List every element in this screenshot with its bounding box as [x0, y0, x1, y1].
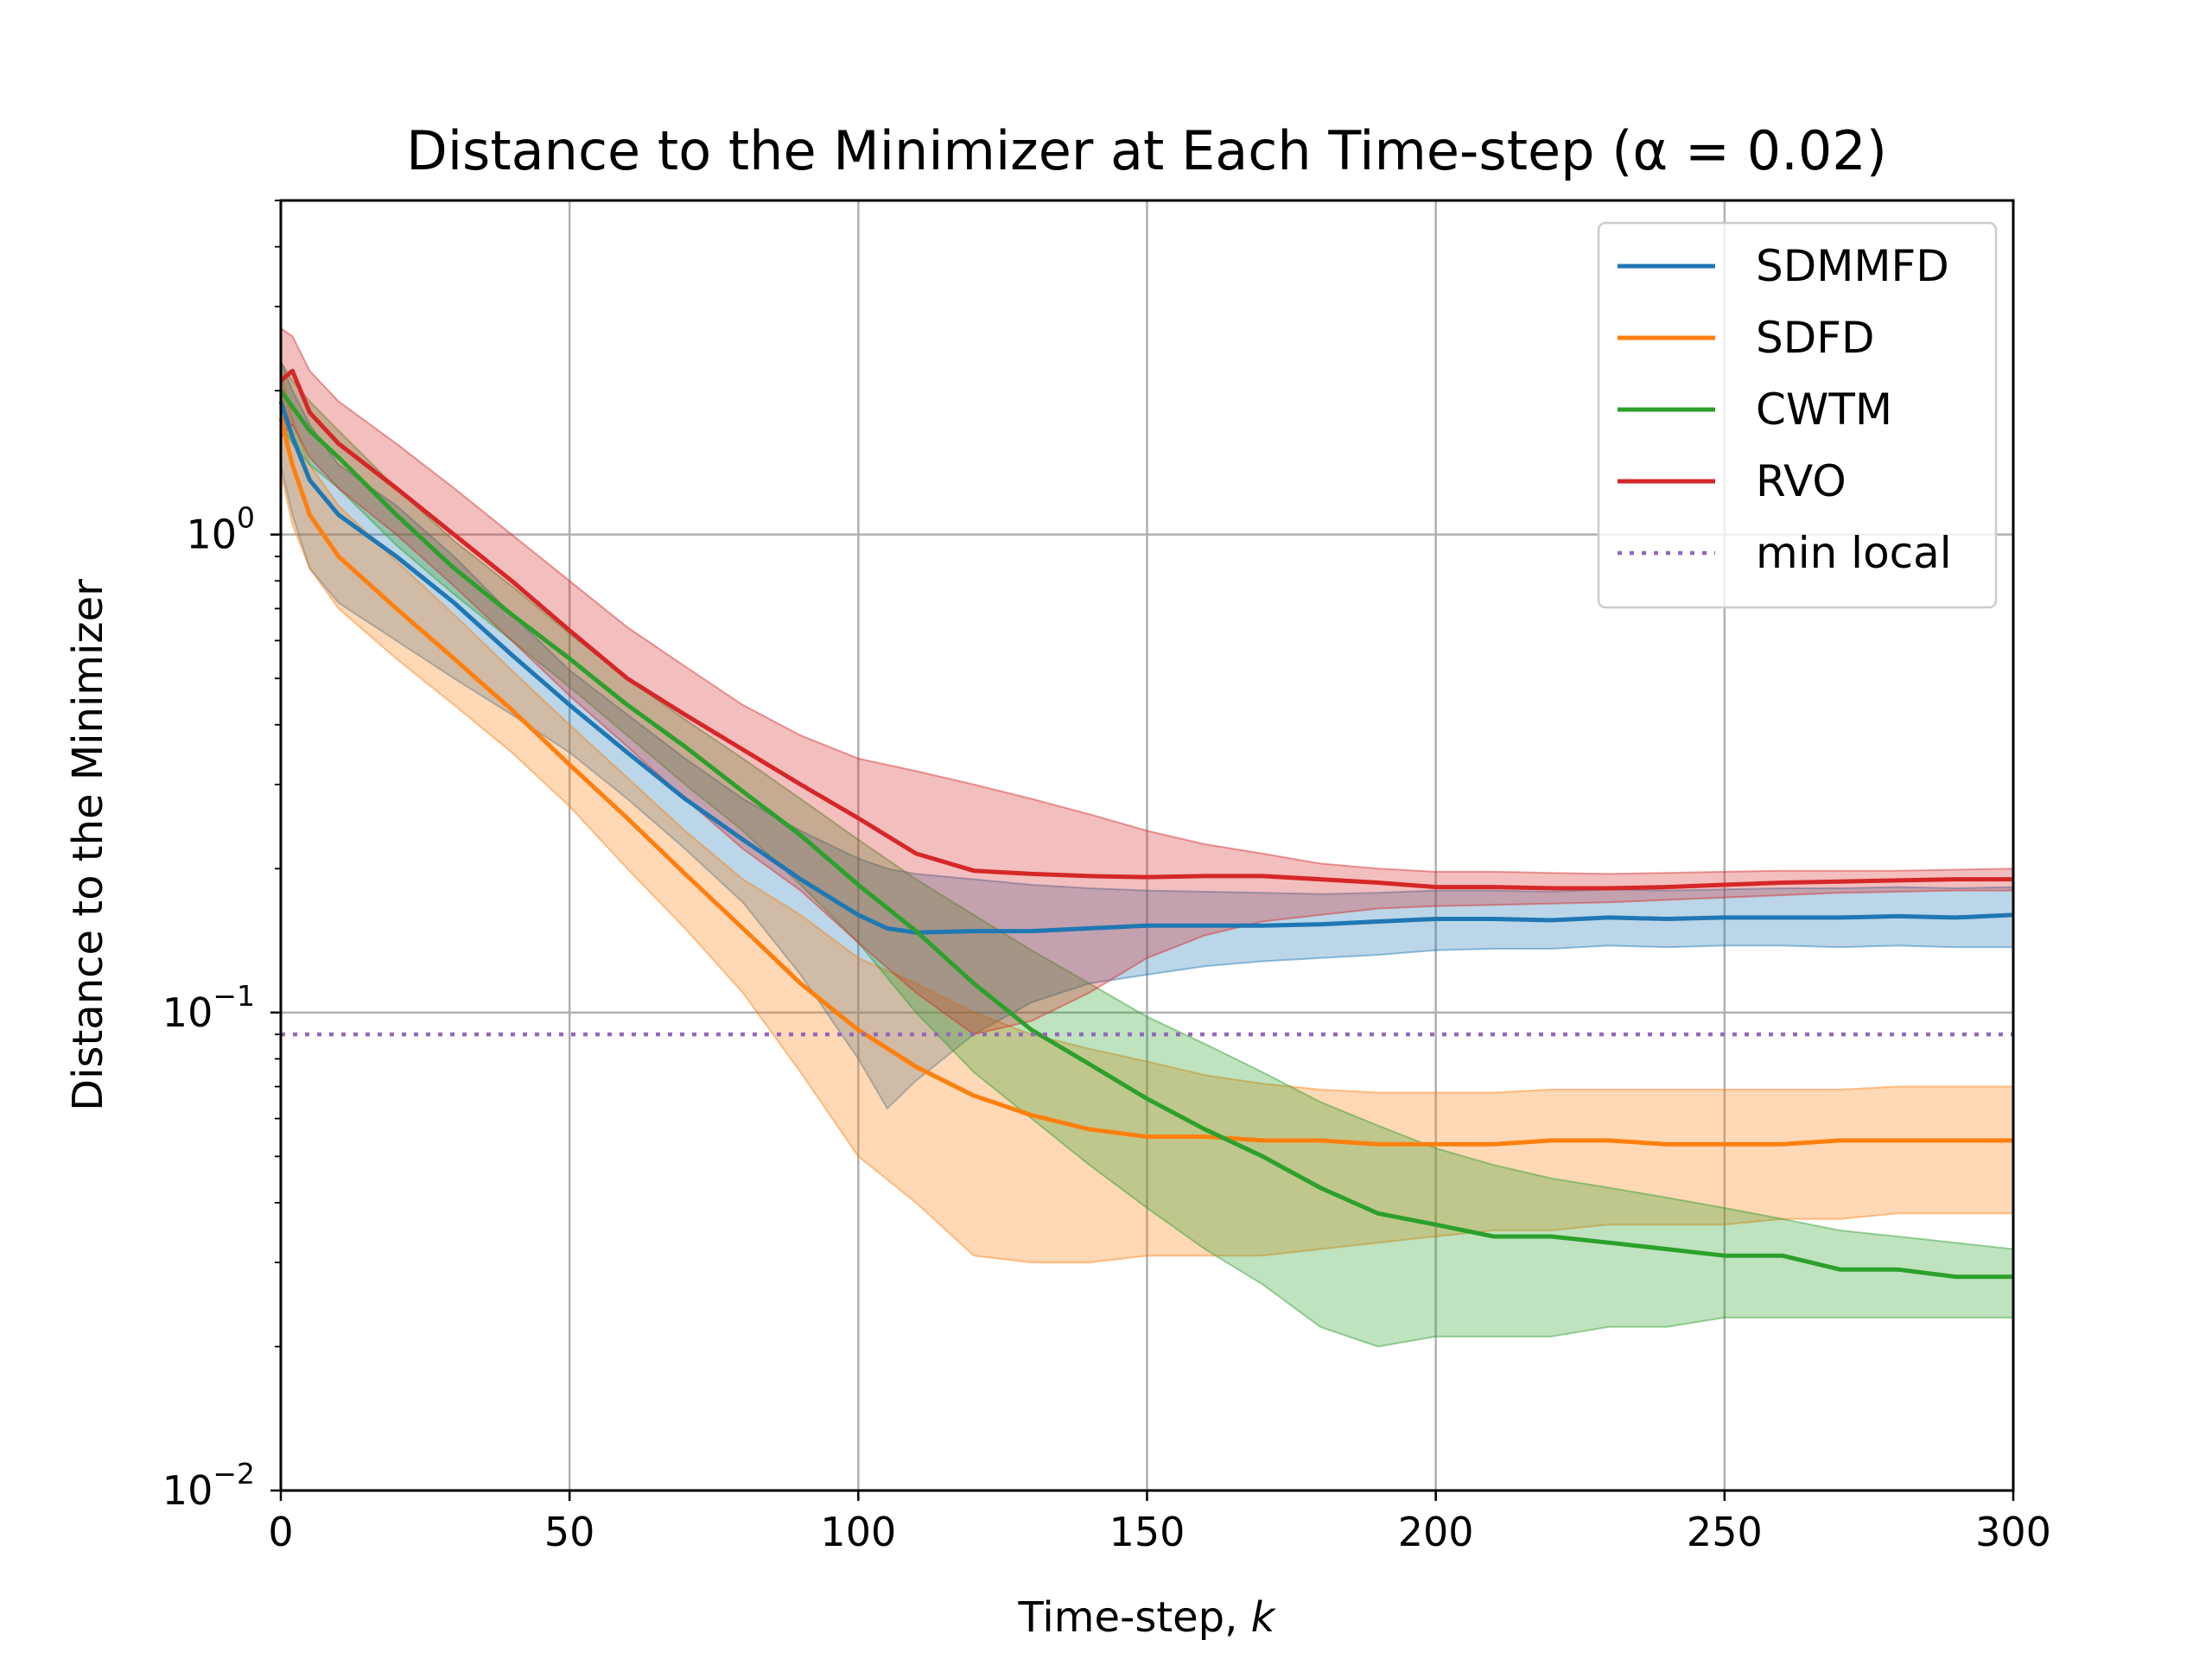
- legend-box: [1597, 221, 1998, 609]
- line-rvo: [279, 368, 2013, 891]
- y-tick-label: 10−2: [162, 1457, 255, 1514]
- legend-label-min-local: min local: [1756, 528, 1952, 578]
- x-tick-label: 100: [820, 1509, 896, 1555]
- x-tick-label: 250: [1687, 1509, 1763, 1555]
- x-axis-ticks: 0 50 100 150 200 250 300: [268, 1491, 2051, 1555]
- x-tick-label: 200: [1398, 1509, 1474, 1555]
- x-tick-label: 150: [1109, 1509, 1185, 1555]
- series-lines: [278, 368, 2014, 1280]
- line-sdfd: [278, 417, 2013, 1147]
- x-tick-label: 50: [544, 1509, 595, 1555]
- legend-label-rvo: RVO: [1756, 456, 1847, 506]
- y-tick-label: 10−1: [162, 979, 255, 1036]
- legend-label-cwtm: CWTM: [1756, 385, 1892, 435]
- legend: SDMMFD SDFD CWTM RVO min local: [1597, 221, 1998, 609]
- y-axis-label: Distance to the Minimizer: [64, 579, 112, 1111]
- x-tick-label: 300: [1975, 1509, 2051, 1555]
- x-axis-label-text: Time-step,: [1018, 1593, 1251, 1642]
- legend-label-sdfd: SDFD: [1756, 313, 1875, 363]
- x-axis-label-variable: k: [1251, 1593, 1277, 1642]
- x-tick-label: 0: [268, 1509, 293, 1555]
- legend-label-sdmmfd: SDMMFD: [1756, 241, 1949, 291]
- line-sdmmfd: [278, 400, 2014, 935]
- line-cwtm: [278, 389, 2013, 1280]
- x-axis-label: Time-step, k: [1018, 1593, 1277, 1642]
- y-axis-ticks: 100 10−1 10−2: [162, 200, 281, 1514]
- chart-title: Distance to the Minimizer at Each Time-s…: [406, 119, 1887, 182]
- y-tick-label: 100: [186, 501, 255, 558]
